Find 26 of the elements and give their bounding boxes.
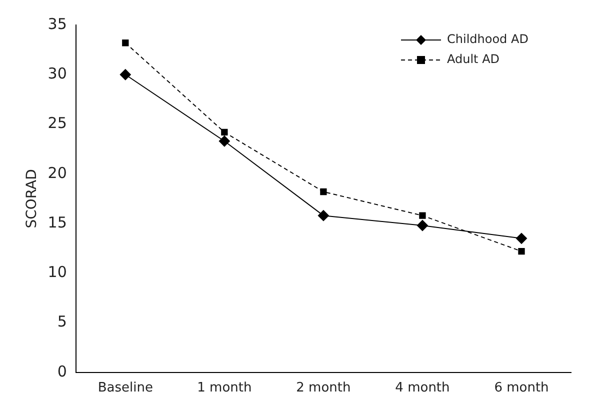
x-tick-label: 2 month [296,380,351,396]
legend-label: Childhood AD [447,32,528,46]
y-tick-label: 20 [48,164,67,182]
y-tick-label: 35 [48,14,67,33]
point [122,40,129,46]
y-tick-label: 5 [57,312,67,331]
legend-label: Adult AD [447,52,500,66]
point [516,232,527,244]
y-tick-label: 10 [48,263,67,282]
point [320,188,327,196]
y-axis-title: SCORAD [24,169,40,228]
x-tick-label: 4 month [395,380,450,396]
point [120,69,131,80]
point [318,210,329,222]
y-tick-label: 30 [48,64,67,83]
y-tick-label: 25 [48,114,67,132]
x-tick-label: 1 month [197,380,252,396]
y-tick-label: 0 [57,362,67,380]
point [416,220,428,231]
x-tick-label: Baseline [98,380,153,396]
point [419,212,426,219]
point [221,128,228,136]
point [518,248,525,255]
point [218,136,230,147]
y-tick-label: 15 [48,213,67,232]
x-tick-label: 6 month [494,380,549,396]
